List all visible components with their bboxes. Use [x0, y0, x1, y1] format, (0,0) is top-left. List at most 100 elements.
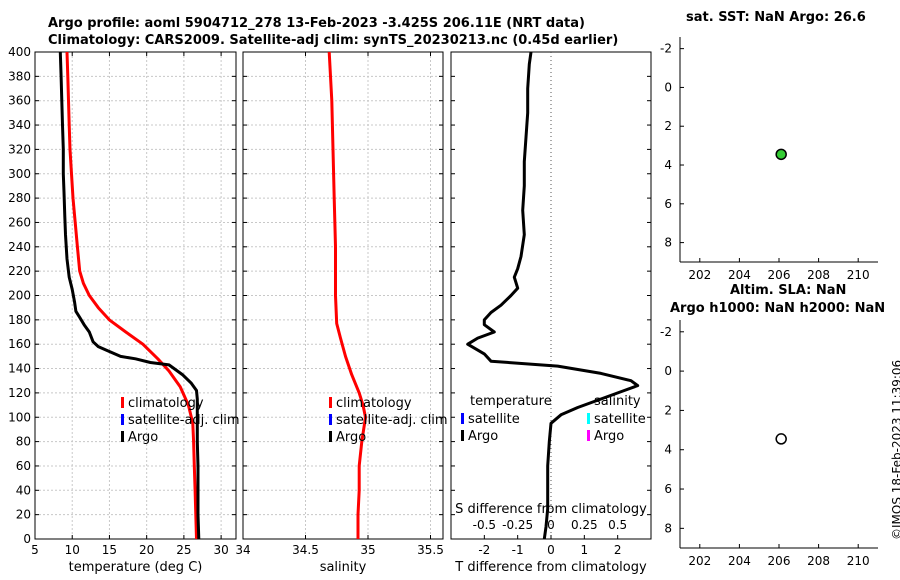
salinity-legend-swatch: [329, 414, 332, 425]
temperature-series-climatology: [65, 51, 198, 540]
temperature-ytick-label: 40: [16, 483, 31, 497]
difference-temperature-legend-label: satellite: [468, 412, 520, 427]
sla-xtick-label: 206: [768, 554, 791, 568]
temperature-ytick-label: 340: [8, 118, 31, 132]
temperature-ytick-label: 200: [8, 289, 31, 303]
temperature-ytick-label: 280: [8, 191, 31, 205]
sst-xtick-label: 208: [807, 268, 830, 282]
difference-xtick-label: 0: [547, 543, 555, 557]
difference-x2tick-label: 0.25: [571, 518, 598, 532]
difference-legend-temperature-heading: temperature: [470, 394, 552, 409]
sla-ytick-label: -2: [660, 325, 672, 339]
sst-xtick-label: 202: [688, 268, 711, 282]
sst-xtick-label: 206: [768, 268, 791, 282]
difference-xtick-label: 2: [614, 543, 622, 557]
temperature-ytick-label: 300: [8, 167, 31, 181]
difference-salinity-legend-swatch: [587, 413, 590, 424]
salinity-xtick-label: 35: [360, 543, 375, 557]
temperature-legend-swatch: [121, 397, 124, 408]
temperature-legend-swatch: [121, 414, 124, 425]
temperature-ytick-label: 160: [8, 337, 31, 351]
sla-xtick-label: 208: [807, 554, 830, 568]
difference-salinity-legend-swatch: [587, 430, 590, 441]
difference-xtick-label: -1: [512, 543, 524, 557]
sla-panel-title-line2: Argo h1000: NaN h2000: NaN: [670, 301, 886, 316]
salinity-xlabel: salinity: [320, 560, 367, 575]
temperature-ytick-label: 20: [16, 508, 31, 522]
temperature-ytick-label: 120: [8, 386, 31, 400]
temperature-xlabel: temperature (deg C): [69, 560, 203, 575]
sla-panel-title-line1: Altim. SLA: NaN: [730, 283, 847, 298]
sla-xtick-label: 210: [847, 554, 870, 568]
difference-temperature-legend-swatch: [461, 430, 464, 441]
sst-ytick-label: 4: [664, 158, 672, 172]
difference-salinity-legend-label: Argo: [594, 429, 624, 444]
salinity-xtick-label: 34.5: [292, 543, 319, 557]
temperature-xtick-label: 25: [176, 543, 191, 557]
temperature-ytick-label: 100: [8, 410, 31, 424]
difference-x2tick-label: -0.25: [502, 518, 533, 532]
temperature-xtick-label: 10: [65, 543, 80, 557]
temperature-ytick-label: 320: [8, 142, 31, 156]
temperature-legend-label: climatology: [128, 396, 204, 411]
temperature-ytick-label: 360: [8, 94, 31, 108]
temperature-ytick-label: 80: [16, 435, 31, 449]
temperature-ytick-label: 240: [8, 240, 31, 254]
temperature-ytick-label: 0: [23, 532, 31, 546]
sla-ytick-label: 8: [664, 521, 672, 535]
sla-data-point: [775, 433, 787, 445]
temperature-ytick-label: 220: [8, 264, 31, 278]
sst-ytick-label: -2: [660, 42, 672, 56]
sst-data-point: [775, 148, 787, 161]
figure-title-line2: Climatology: CARS2009. Satellite-adj cli…: [48, 33, 619, 48]
temperature-xtick-label: 5: [31, 543, 39, 557]
salinity-legend-label: Argo: [336, 430, 366, 445]
difference-xtick-label: -2: [478, 543, 490, 557]
difference-salinity-legend-label: satellite: [594, 412, 646, 427]
salinity-legend-swatch: [329, 397, 332, 408]
sla-ytick-label: 0: [664, 364, 672, 378]
difference-temperature-legend-swatch: [461, 413, 464, 424]
difference-x2tick-label: 0.5: [608, 518, 627, 532]
sst-ytick-label: 2: [664, 119, 672, 133]
temperature-xtick-label: 15: [102, 543, 117, 557]
difference-xlabel: T difference from climatology: [454, 560, 647, 575]
figure-title-line1: Argo profile: aoml 5904712_278 13-Feb-20…: [48, 16, 585, 31]
difference-axes-frame: [450, 51, 652, 540]
salinity-series-climatology: [327, 51, 367, 539]
sst-panel-title: sat. SST: NaN Argo: 26.6: [686, 10, 866, 25]
temperature-legend-label: Argo: [128, 430, 158, 445]
salinity-xtick-label: 35.5: [417, 543, 444, 557]
sst-ytick-label: 6: [664, 197, 672, 211]
sst-xtick-label: 204: [728, 268, 751, 282]
difference-x2tick-label: 0: [547, 518, 555, 532]
sst-ytick-label: 0: [664, 80, 672, 94]
temperature-ytick-label: 180: [8, 313, 31, 327]
temperature-ytick-label: 60: [16, 459, 31, 473]
salinity-xtick-label: 34: [235, 543, 250, 557]
difference-x2tick-label: -0.5: [473, 518, 496, 532]
sla-ytick-label: 2: [664, 403, 672, 417]
difference-series-argo-t-diff: [466, 51, 640, 540]
temperature-xtick-label: 30: [213, 543, 228, 557]
salinity-legend-label: satellite-adj. clim: [336, 413, 448, 428]
difference-xtick-label: 1: [581, 543, 589, 557]
sla-ytick-label: 4: [664, 443, 672, 457]
difference-temperature-legend-label: Argo: [468, 429, 498, 444]
difference-x2label: S difference from climatology: [455, 502, 647, 517]
salinity-legend-label: climatology: [336, 396, 412, 411]
temperature-xtick-label: 20: [139, 543, 154, 557]
temperature-legend-swatch: [121, 431, 124, 442]
sst-ytick-label: 8: [664, 236, 672, 250]
temperature-ytick-label: 400: [8, 45, 31, 59]
difference-legend-salinity-heading: salinity: [594, 394, 641, 409]
temperature-ytick-label: 380: [8, 69, 31, 83]
sla-xtick-label: 204: [728, 554, 751, 568]
temperature-legend-label: satellite-adj. clim: [128, 413, 240, 428]
temperature-series-argo: [58, 51, 201, 540]
sst-xtick-label: 210: [847, 268, 870, 282]
sla-xtick-label: 202: [688, 554, 711, 568]
sla-ytick-label: 6: [664, 482, 672, 496]
temperature-ytick-label: 140: [8, 362, 31, 376]
